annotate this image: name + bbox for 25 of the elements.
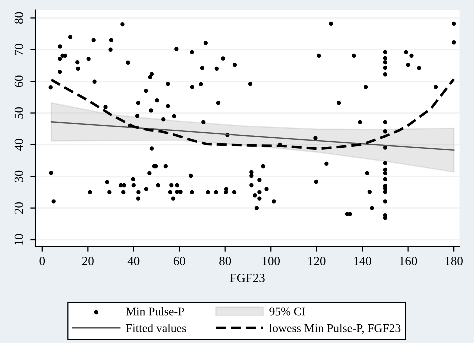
text: 95% CI (270, 308, 306, 316)
x-tick-label: 20 (82, 257, 94, 266)
x-tick-label: 120 (308, 257, 326, 266)
y-tick-label: 50 (14, 107, 24, 119)
x-tick-label: 140 (354, 257, 372, 266)
x-tick-label: 160 (400, 257, 418, 266)
y-tick-label: 60 (14, 76, 24, 88)
x-tick-label: 60 (174, 257, 186, 266)
y-tick-label: 80 (14, 12, 24, 24)
legend-label: Fitted values (126, 324, 186, 332)
x-axis-title: FGF23 (230, 274, 265, 282)
y-tick-label: 30 (14, 170, 24, 182)
x-tick-label: 180 (446, 257, 463, 266)
legend-label: lowess Min Pulse-P, FGF23 (270, 324, 401, 334)
x-tick-label: 40 (128, 257, 140, 266)
x-tick-label: 100 (262, 257, 280, 266)
line-series (50, 122, 455, 151)
x-tick-label: 0 (40, 257, 46, 266)
line-series (50, 78, 456, 150)
y-tick-label: 10 (14, 234, 24, 246)
y-tick-label: 70 (14, 44, 24, 56)
legend-label: Min Pulse-P (126, 307, 184, 316)
y-tick-label: 20 (14, 202, 24, 214)
y-tick-label: 40 (14, 139, 24, 151)
x-tick-label: 80 (220, 257, 232, 266)
